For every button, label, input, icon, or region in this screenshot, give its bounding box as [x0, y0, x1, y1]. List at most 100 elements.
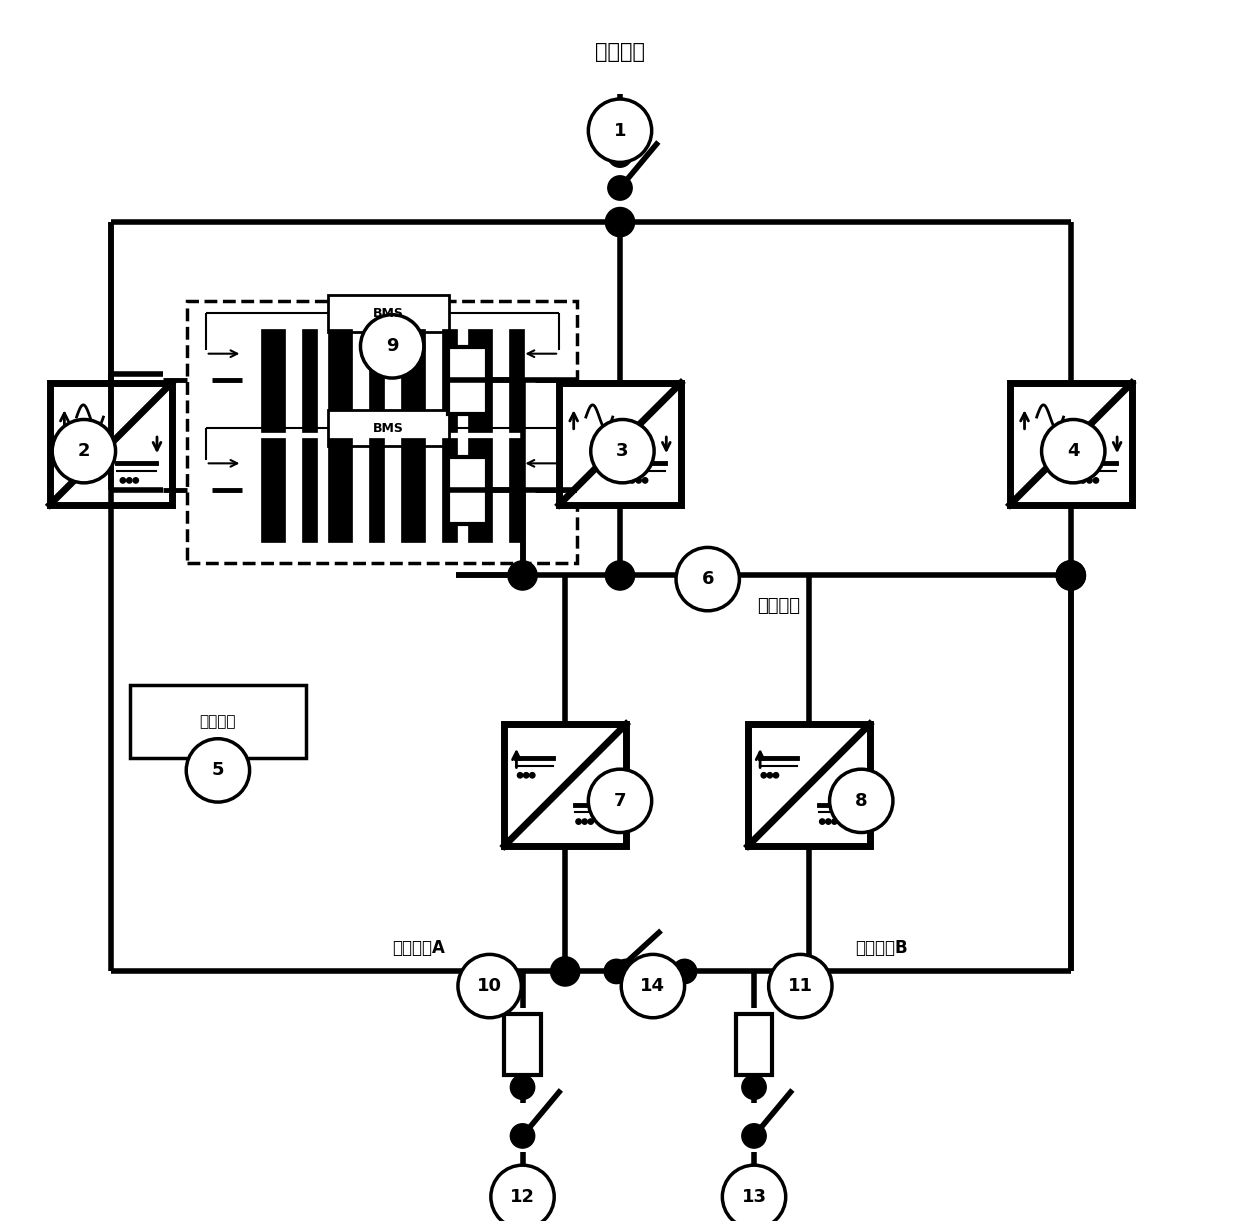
Circle shape	[361, 315, 424, 378]
Text: BMS: BMS	[373, 421, 404, 435]
Circle shape	[761, 772, 766, 778]
Circle shape	[676, 547, 739, 611]
Bar	[327, 438, 352, 542]
Bar	[401, 329, 425, 432]
Text: 直流母线A: 直流母线A	[393, 939, 445, 957]
Bar	[448, 457, 487, 524]
Bar	[303, 329, 316, 432]
Circle shape	[672, 960, 697, 984]
Bar	[401, 438, 425, 542]
Text: 4: 4	[1066, 442, 1080, 460]
Bar	[510, 438, 523, 542]
Bar	[443, 329, 456, 432]
Text: 5: 5	[212, 761, 224, 780]
Bar	[467, 438, 492, 542]
Circle shape	[588, 819, 594, 824]
Circle shape	[608, 176, 632, 201]
Circle shape	[605, 208, 635, 236]
Circle shape	[1086, 477, 1092, 483]
Text: 7: 7	[614, 792, 626, 810]
Bar	[505, 1015, 541, 1075]
Bar	[467, 329, 492, 432]
Circle shape	[604, 960, 629, 984]
Text: 直流母线B: 直流母线B	[856, 939, 908, 957]
Circle shape	[605, 561, 635, 590]
Circle shape	[126, 477, 131, 483]
Circle shape	[608, 143, 632, 168]
Circle shape	[511, 1075, 534, 1099]
Circle shape	[1080, 477, 1086, 483]
Circle shape	[723, 1165, 786, 1224]
Text: 14: 14	[640, 977, 666, 995]
Circle shape	[826, 819, 831, 824]
Text: 8: 8	[854, 792, 868, 810]
Text: 储能母线: 储能母线	[756, 597, 800, 616]
Circle shape	[133, 477, 139, 483]
Bar	[510, 329, 523, 432]
Circle shape	[1056, 561, 1085, 590]
Circle shape	[186, 739, 249, 802]
Circle shape	[742, 1124, 766, 1148]
Bar	[559, 383, 681, 504]
Circle shape	[653, 960, 677, 984]
Text: 1: 1	[614, 121, 626, 140]
Circle shape	[511, 1124, 534, 1148]
Bar	[735, 1015, 773, 1075]
Circle shape	[830, 769, 893, 832]
Text: 系统主控: 系统主控	[200, 714, 236, 730]
Circle shape	[795, 957, 823, 987]
Text: 12: 12	[510, 1187, 534, 1206]
Circle shape	[774, 772, 779, 778]
Text: 6: 6	[702, 570, 714, 588]
Circle shape	[1056, 561, 1085, 590]
Text: BMS: BMS	[373, 307, 404, 319]
Circle shape	[491, 1165, 554, 1224]
Bar	[187, 301, 578, 563]
Bar	[260, 329, 285, 432]
Bar	[370, 329, 383, 432]
Bar	[327, 295, 449, 332]
Circle shape	[517, 772, 523, 778]
Circle shape	[575, 819, 582, 824]
Circle shape	[742, 1075, 766, 1099]
Circle shape	[768, 772, 773, 778]
Bar	[260, 438, 285, 542]
Circle shape	[590, 420, 655, 482]
Text: 3: 3	[616, 442, 629, 460]
Bar	[303, 438, 316, 542]
Circle shape	[769, 955, 832, 1017]
Text: 9: 9	[386, 338, 398, 355]
Circle shape	[832, 819, 837, 824]
Bar	[129, 685, 306, 758]
Text: 2: 2	[78, 442, 91, 460]
Circle shape	[621, 955, 684, 1017]
Bar	[448, 346, 487, 414]
Circle shape	[508, 561, 537, 590]
Bar	[443, 438, 456, 542]
Circle shape	[529, 772, 534, 778]
Text: 10: 10	[477, 977, 502, 995]
Circle shape	[614, 960, 639, 984]
Circle shape	[636, 477, 641, 483]
Circle shape	[820, 819, 825, 824]
Circle shape	[120, 477, 125, 483]
Circle shape	[52, 420, 115, 482]
Bar	[748, 725, 869, 846]
Text: 交流电网: 交流电网	[595, 42, 645, 61]
Bar	[327, 329, 352, 432]
Circle shape	[608, 127, 632, 152]
Circle shape	[642, 477, 647, 483]
Circle shape	[588, 769, 652, 832]
Bar	[1009, 383, 1132, 504]
Circle shape	[588, 99, 652, 163]
Circle shape	[1094, 477, 1099, 483]
Circle shape	[1042, 420, 1105, 482]
Bar	[327, 410, 449, 447]
Bar	[50, 383, 171, 504]
Circle shape	[458, 955, 521, 1017]
Bar	[505, 725, 626, 846]
Circle shape	[523, 772, 529, 778]
Text: 13: 13	[742, 1187, 766, 1206]
Bar	[370, 438, 383, 542]
Circle shape	[630, 477, 635, 483]
